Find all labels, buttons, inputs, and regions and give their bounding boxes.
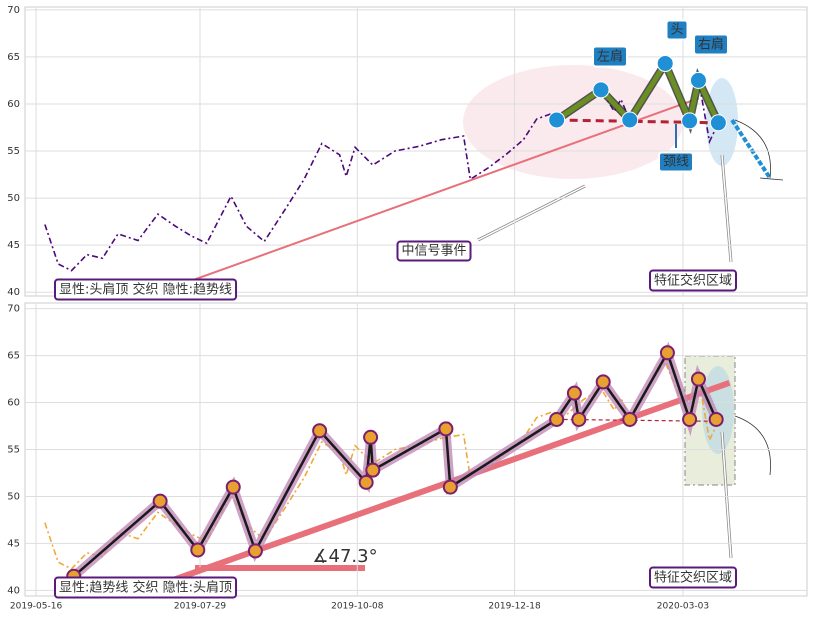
pattern-point — [548, 111, 566, 129]
y-tick-label: 50 — [7, 491, 20, 502]
annotation: 右肩 — [692, 33, 730, 56]
projection-arc — [734, 119, 784, 181]
annotation-box — [54, 576, 238, 599]
pattern-point — [709, 114, 727, 132]
annotation-box — [665, 19, 689, 41]
projection-arc — [734, 415, 771, 476]
pattern-point — [438, 421, 454, 437]
y-tick-label: 70 — [7, 304, 20, 315]
annotation-text: 颈线 — [663, 155, 689, 170]
pattern-point — [690, 371, 706, 387]
y-tick-label: 45 — [7, 538, 20, 549]
y-tick-label: 55 — [7, 445, 20, 456]
pattern-point — [621, 111, 639, 129]
annotation-text: 特征交织区域 — [654, 570, 732, 586]
pattern-point — [247, 543, 263, 559]
annotation-box — [648, 269, 738, 292]
annotation-box — [54, 278, 238, 301]
pattern-point — [592, 81, 610, 99]
y-tick-label: 45 — [7, 240, 20, 251]
arrow — [721, 431, 732, 559]
pattern-point — [442, 479, 458, 495]
pattern-point — [656, 54, 674, 72]
annotation-text: 头 — [670, 23, 683, 38]
annotation: 显性:头肩顶 交织 隐性:趋势线 — [54, 278, 238, 301]
annotation: 显性:趋势线 交织 隐性:头肩顶 — [54, 576, 238, 599]
annotation-text: 中信号事件 — [401, 244, 466, 259]
annotation-text: 显性:头肩顶 交织 隐性:趋势线 — [59, 282, 232, 298]
pattern-point — [682, 411, 698, 427]
pattern-point — [225, 479, 241, 495]
pattern-point — [152, 493, 168, 509]
x-tick-label: 2019-05-16 — [10, 602, 63, 612]
pattern-point — [595, 374, 611, 390]
annotation: 头 — [665, 19, 689, 41]
arrow — [721, 154, 732, 263]
annotation: 中信号事件 — [396, 240, 472, 262]
pattern-point — [363, 429, 379, 445]
x-tick-label: 2020-03-03 — [657, 602, 709, 612]
annotation: 特征交织区域 — [648, 566, 738, 589]
annotation: 特征交织区域 — [648, 269, 738, 292]
price-line — [44, 61, 720, 272]
x-tick-label: 2019-12-18 — [488, 602, 541, 612]
trend-line — [179, 97, 699, 286]
y-tick-label: 40 — [7, 287, 20, 298]
pattern-point — [358, 474, 374, 490]
y-tick-label: 60 — [7, 99, 20, 110]
annotation: ∡47.3° — [312, 546, 377, 567]
projection — [730, 118, 772, 180]
pattern-point — [312, 423, 328, 439]
pattern-line — [72, 349, 718, 578]
annotation-box — [648, 566, 738, 589]
highlight-ellipse — [463, 65, 683, 179]
annotation-text: 显性:趋势线 交织 隐性:头肩顶 — [59, 580, 232, 596]
pattern-point — [622, 411, 638, 427]
y-tick-label: 70 — [7, 5, 20, 16]
y-tick-label: 65 — [7, 52, 20, 63]
pattern-point — [689, 71, 707, 89]
annotation-text: 特征交织区域 — [654, 273, 732, 289]
x-tick-label: 2019-07-29 — [174, 602, 227, 612]
annotation-box — [591, 45, 629, 68]
pattern-point — [566, 385, 582, 401]
annotation-text: 右肩 — [698, 37, 724, 53]
annotation: 左肩 — [591, 45, 629, 68]
pattern-point — [659, 345, 675, 361]
annotation-box — [692, 33, 730, 56]
y-tick-label: 55 — [7, 146, 20, 157]
y-tick-label: 40 — [7, 585, 20, 596]
annotation-box — [657, 151, 695, 173]
pattern-point — [708, 411, 724, 427]
pattern-point — [190, 542, 206, 558]
annotation-box — [396, 240, 472, 262]
arrow — [477, 185, 586, 241]
pattern-point — [571, 411, 587, 427]
annotation-text: ∡47.3° — [312, 546, 377, 567]
annotation: 颈线 — [657, 151, 695, 173]
y-tick-label: 65 — [7, 351, 20, 362]
x-tick-label: 2019-10-08 — [331, 602, 384, 612]
price-line — [44, 360, 720, 570]
highlight-ellipse — [702, 366, 734, 454]
annotation-text: 左肩 — [597, 49, 623, 65]
pattern-point — [365, 462, 381, 478]
pattern-point — [549, 411, 565, 427]
pattern-point — [681, 112, 699, 130]
y-tick-label: 50 — [7, 193, 20, 204]
y-tick-label: 60 — [7, 398, 20, 409]
